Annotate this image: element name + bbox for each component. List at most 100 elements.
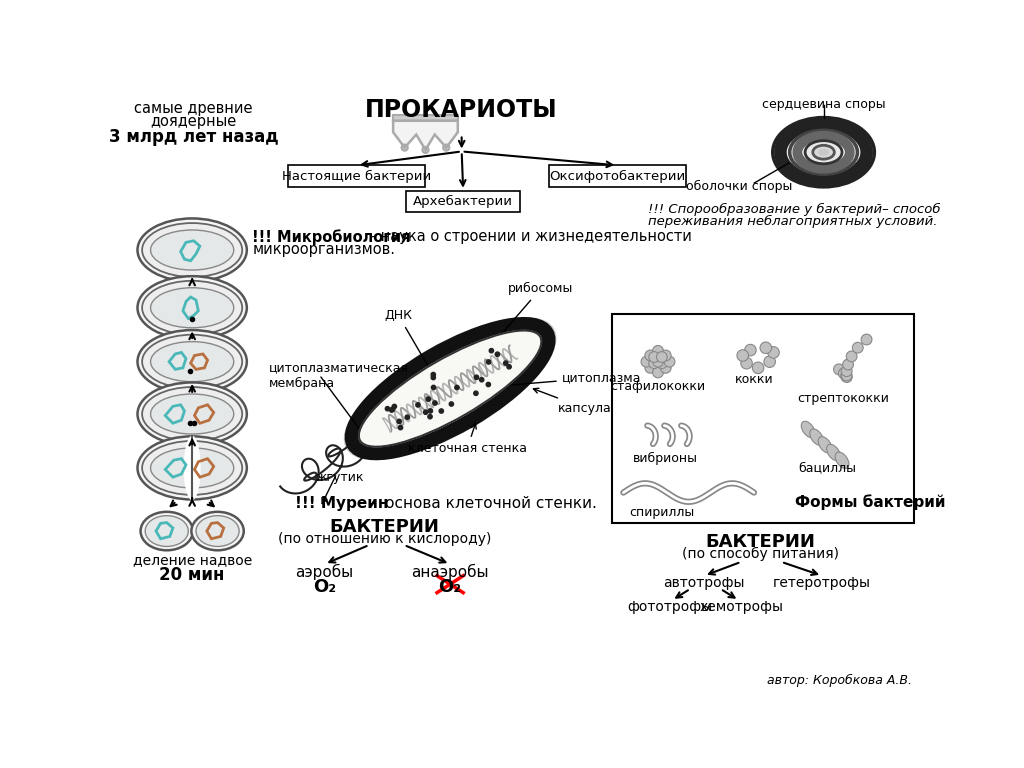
Text: -  основа клеточной стенки.: - основа клеточной стенки. [366,496,597,511]
Circle shape [861,334,871,345]
Ellipse shape [196,515,240,547]
Text: !!! Микробиология: !!! Микробиология [252,229,411,245]
Circle shape [764,356,775,367]
Text: автотрофы: автотрофы [664,576,745,590]
FancyBboxPatch shape [611,314,913,523]
Circle shape [450,402,454,406]
Text: аэробы: аэробы [296,564,353,581]
Circle shape [645,362,655,373]
Text: О₂: О₂ [313,578,336,596]
Circle shape [428,415,432,419]
Circle shape [474,391,478,396]
FancyBboxPatch shape [289,165,425,187]
Text: капсула: капсула [534,389,611,415]
Ellipse shape [151,342,233,382]
Ellipse shape [810,429,823,445]
Circle shape [645,350,655,361]
Circle shape [846,351,857,362]
Ellipse shape [137,218,247,282]
Circle shape [753,362,764,373]
Circle shape [426,397,430,402]
Text: жгутик: жгутик [315,471,364,484]
Circle shape [841,370,852,381]
FancyBboxPatch shape [407,190,520,212]
Text: переживания неблагоприятных условий.: переживания неблагоприятных условий. [648,215,938,228]
Circle shape [431,376,435,379]
Circle shape [486,382,490,386]
Circle shape [843,359,853,370]
Circle shape [652,346,664,356]
Circle shape [422,147,429,153]
Circle shape [740,357,753,369]
Circle shape [660,350,671,361]
Circle shape [839,368,849,379]
Text: ДНК: ДНК [385,310,439,386]
Circle shape [660,362,671,373]
Text: стафилококки: стафилококки [610,380,706,393]
Ellipse shape [826,445,841,461]
Circle shape [428,409,432,413]
Text: оболочки споры: оболочки споры [686,180,792,193]
Text: сердцевина споры: сердцевина споры [762,98,886,111]
Circle shape [486,360,490,364]
Text: фототрофы: фототрофы [627,601,712,614]
Circle shape [852,343,863,353]
Circle shape [489,349,494,353]
Ellipse shape [191,511,244,551]
Circle shape [737,349,749,361]
Ellipse shape [151,230,233,270]
Ellipse shape [780,124,866,180]
Ellipse shape [801,421,815,438]
Text: автор: Коробкова А.В.: автор: Коробкова А.В. [767,674,912,687]
Text: Оксифотобактерии: Оксифотобактерии [549,170,685,183]
Ellipse shape [137,436,247,499]
Circle shape [390,407,395,412]
Text: гетеротрофы: гетеротрофы [773,576,871,590]
Circle shape [507,365,511,369]
Ellipse shape [813,145,835,159]
Ellipse shape [137,276,247,339]
Text: !!! Муреин: !!! Муреин [295,496,388,511]
Circle shape [474,375,478,379]
Circle shape [649,352,659,362]
Circle shape [431,386,435,389]
Text: рибосомы: рибосомы [492,283,573,345]
Text: О₂: О₂ [438,578,462,596]
Ellipse shape [798,136,850,169]
Ellipse shape [142,441,243,495]
Text: деление надвое: деление надвое [132,553,252,567]
Circle shape [455,386,459,389]
Text: Архебактерии: Архебактерии [414,195,513,208]
Ellipse shape [151,288,233,328]
Circle shape [842,372,852,382]
Text: стрептококки: стрептококки [797,392,889,406]
Circle shape [496,352,500,356]
Text: самые древние: самые древние [134,101,253,117]
Text: анаэробы: анаэробы [412,564,488,581]
Circle shape [649,358,659,369]
Circle shape [406,415,410,419]
Circle shape [841,371,852,382]
Text: (по способу питания): (по способу питания) [682,548,839,561]
Circle shape [439,409,443,413]
Ellipse shape [773,118,874,187]
Ellipse shape [142,335,243,389]
Text: Настоящие бактерии: Настоящие бактерии [283,170,431,183]
Text: Формы бактерий: Формы бактерий [795,494,945,510]
Ellipse shape [183,435,201,500]
Circle shape [397,419,401,423]
Circle shape [401,144,408,151]
Ellipse shape [790,131,857,174]
Text: 3 млрд лет назад: 3 млрд лет назад [109,127,279,146]
Circle shape [433,401,437,406]
Text: БАКТЕРИИ: БАКТЕРИИ [706,533,815,551]
Text: БАКТЕРИИ: БАКТЕРИИ [330,518,439,536]
Circle shape [842,366,852,376]
Ellipse shape [818,437,831,453]
Circle shape [744,344,756,356]
Circle shape [424,410,428,415]
Text: хемотрофы: хемотрофы [699,601,783,614]
Ellipse shape [145,515,188,547]
Ellipse shape [137,330,247,393]
Circle shape [416,402,420,407]
